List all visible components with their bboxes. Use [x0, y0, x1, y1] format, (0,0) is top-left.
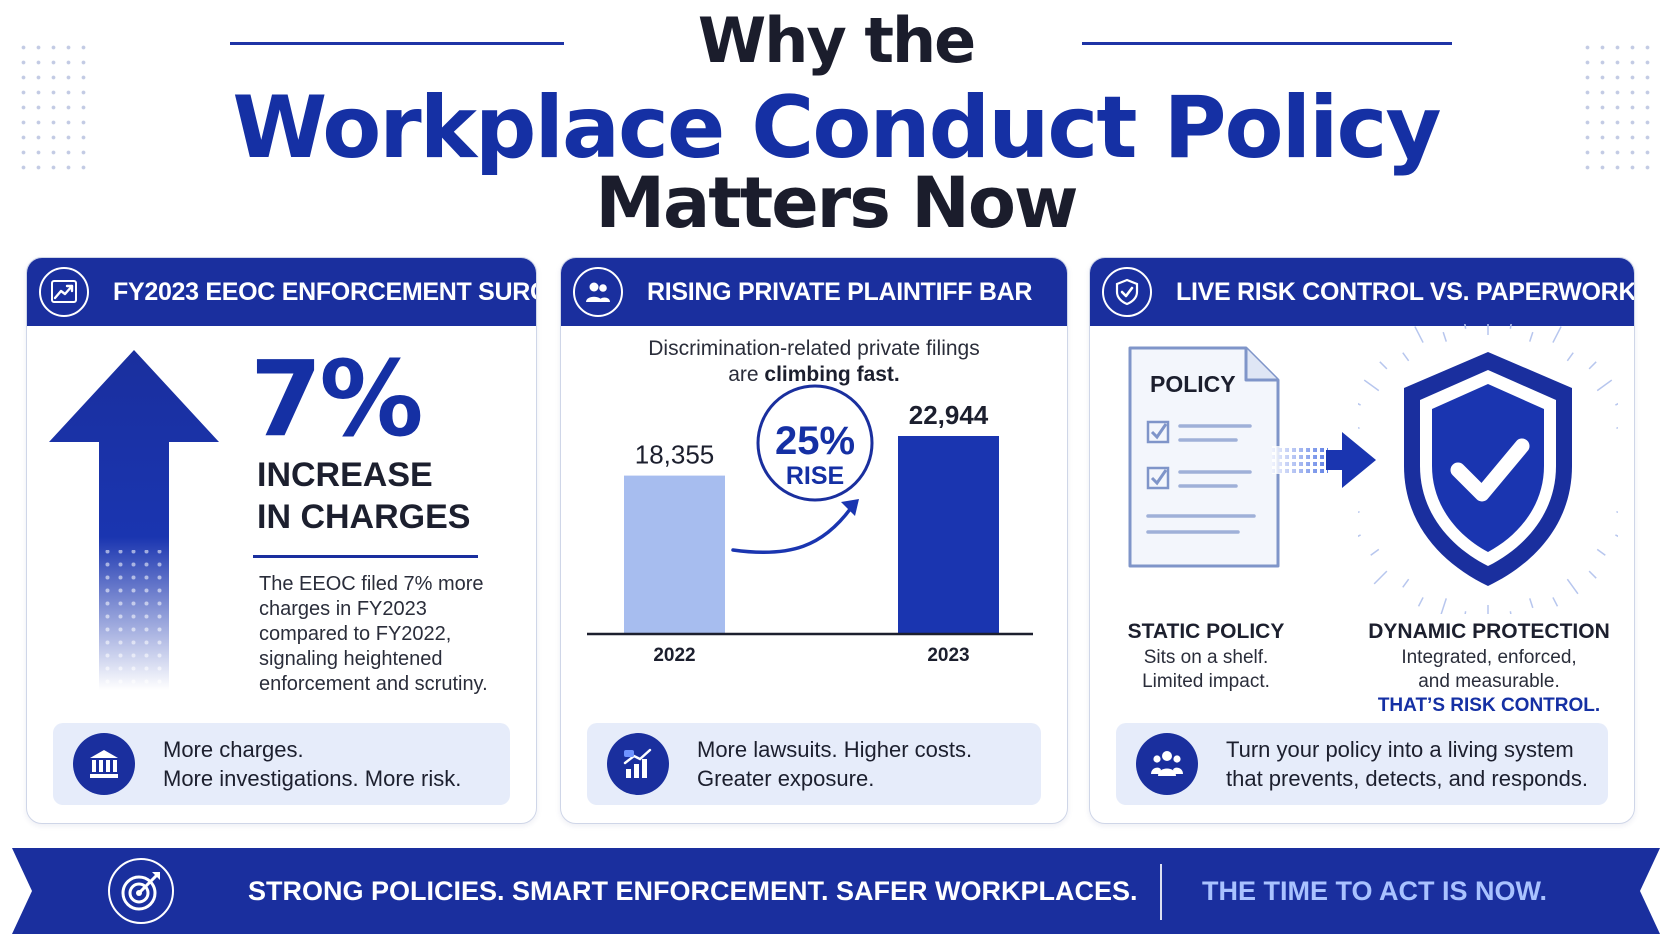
- callout-line: More lawsuits. Higher costs.: [697, 737, 973, 762]
- callout-line: More investigations. More risk.: [163, 766, 462, 791]
- dynamic-protection-heading: DYNAMIC PROTECTION: [1368, 620, 1610, 643]
- dynamic-protection-line: Integrated, enforced,: [1401, 647, 1577, 668]
- callout-text: More charges. More investigations. More …: [163, 735, 461, 793]
- title-line-1: Why the: [697, 4, 976, 77]
- category-label: 2022: [653, 645, 695, 666]
- subtitle-line-1: Discrimination-related private filings: [648, 337, 980, 360]
- description-line: compared to FY2022,: [259, 623, 452, 645]
- courthouse-icon: [73, 733, 135, 795]
- static-policy-heading: STATIC POLICY: [1127, 620, 1285, 643]
- rise-badge: [756, 384, 874, 502]
- people-icon: [573, 267, 623, 317]
- growth-arrow-head: [841, 499, 859, 516]
- subtitle-emphasis: climbing fast.: [764, 363, 900, 386]
- target-arrow-icon: [108, 858, 174, 924]
- card-private-plaintiff: RISING PRIVATE PLAINTIFF BAR Discriminat…: [560, 257, 1068, 824]
- card-title: RISING PRIVATE PLAINTIFF BAR: [647, 277, 1033, 306]
- trend-up-icon: [39, 267, 89, 317]
- shield-check-graphic: [1358, 324, 1618, 614]
- bar-2022: [624, 475, 725, 634]
- stat-label: INCREASE IN CHARGES: [257, 454, 470, 538]
- card-title: FY2023 EEOC ENFORCEMENT SURGE: [113, 277, 537, 306]
- card-header: FY2023 EEOC ENFORCEMENT SURGE: [27, 258, 536, 326]
- card-risk-control: LIVE RISK CONTROL VS. PAPERWORK POLICY: [1089, 257, 1635, 824]
- bar-value-label: 18,355: [635, 440, 715, 470]
- subtitle: Discrimination-related private filings a…: [561, 336, 1067, 388]
- title-line-3: Matters Now: [595, 162, 1078, 244]
- growth-chart-icon: [607, 733, 669, 795]
- decorative-dot-grid-right: [1580, 40, 1656, 170]
- title-rule-left: [230, 42, 564, 45]
- callout-box: More lawsuits. Higher costs. Greater exp…: [587, 723, 1041, 805]
- description: The EEOC filed 7% more charges in FY2023…: [259, 572, 509, 697]
- description-line: enforcement and scrutiny.: [259, 673, 488, 695]
- filings-bar-chart: 18,355 2022 22,944 2023 25% RISE: [587, 384, 1033, 666]
- policy-document-label: POLICY: [1150, 371, 1236, 397]
- decorative-dot-grid-left: [16, 40, 92, 170]
- callout-line: More charges.: [163, 737, 304, 762]
- description-line: signaling heightened: [259, 648, 443, 670]
- policy-document-graphic: POLICY: [1128, 346, 1280, 568]
- title-section: Why the Workplace Conduct Policy Matters…: [0, 0, 1672, 244]
- static-policy-line: Limited impact.: [1142, 671, 1270, 692]
- static-policy-column: STATIC POLICY Sits on a shelf. Limited i…: [1090, 620, 1322, 694]
- dynamic-protection-column: DYNAMIC PROTECTION Integrated, enforced,…: [1342, 620, 1634, 718]
- callout-line: that prevents, detects, and responds.: [1226, 766, 1589, 791]
- description-line: charges in FY2023: [259, 598, 427, 620]
- description-line: The EEOC filed 7% more: [259, 573, 484, 595]
- callout-box: More charges. More investigations. More …: [53, 723, 510, 805]
- callout-line: Greater exposure.: [697, 766, 875, 791]
- team-icon: [1136, 733, 1198, 795]
- rise-badge-label: RISE: [786, 462, 844, 490]
- subtitle-line-2: are climbing fast.: [561, 362, 1067, 388]
- card-header: LIVE RISK CONTROL VS. PAPERWORK: [1090, 258, 1634, 326]
- divider: [253, 555, 478, 558]
- transformation-arrow-graphic: [1272, 432, 1376, 488]
- dynamic-protection-line: and measurable.: [1418, 671, 1560, 692]
- footer-call-to-action: THE TIME TO ACT IS NOW.: [1202, 876, 1548, 906]
- title-rule-right: [1082, 42, 1452, 45]
- checkbox-icon: [1146, 466, 1170, 490]
- static-policy-line: Sits on a shelf.: [1143, 647, 1269, 668]
- footer-slogan: STRONG POLICIES. SMART ENFORCEMENT. SAFE…: [248, 876, 1138, 906]
- card-title: LIVE RISK CONTROL VS. PAPERWORK: [1176, 277, 1635, 306]
- footer-divider: [1160, 864, 1162, 920]
- card-header: RISING PRIVATE PLAINTIFF BAR: [561, 258, 1067, 326]
- card-eeoc-enforcement: FY2023 EEOC ENFORCEMENT SURGE 7% INCREAS…: [26, 257, 537, 824]
- up-arrow-graphic: [49, 350, 219, 690]
- bar-2023: [898, 436, 999, 634]
- rise-badge-percent: 25%: [775, 419, 855, 463]
- bar-value-label: 22,944: [909, 400, 989, 430]
- big-stat: 7%: [250, 338, 424, 460]
- subtitle-prefix: are: [728, 363, 765, 386]
- risk-control-accent: THAT’S RISK CONTROL.: [1377, 695, 1601, 716]
- callout-text: More lawsuits. Higher costs. Greater exp…: [697, 735, 972, 793]
- stat-label-line-1: INCREASE: [257, 456, 433, 494]
- footer-banner: STRONG POLICIES. SMART ENFORCEMENT. SAFE…: [12, 848, 1660, 934]
- stat-label-line-2: IN CHARGES: [257, 498, 471, 536]
- growth-arrow-curve: [731, 506, 853, 555]
- checkbox-icon: [1146, 420, 1170, 444]
- title-line-2: Workplace Conduct Policy: [232, 78, 1441, 178]
- category-label: 2023: [927, 645, 969, 666]
- shield-check-icon: [1102, 267, 1152, 317]
- callout-box: Turn your policy into a living system th…: [1116, 723, 1608, 805]
- callout-text: Turn your policy into a living system th…: [1226, 735, 1588, 793]
- callout-line: Turn your policy into a living system: [1226, 737, 1574, 762]
